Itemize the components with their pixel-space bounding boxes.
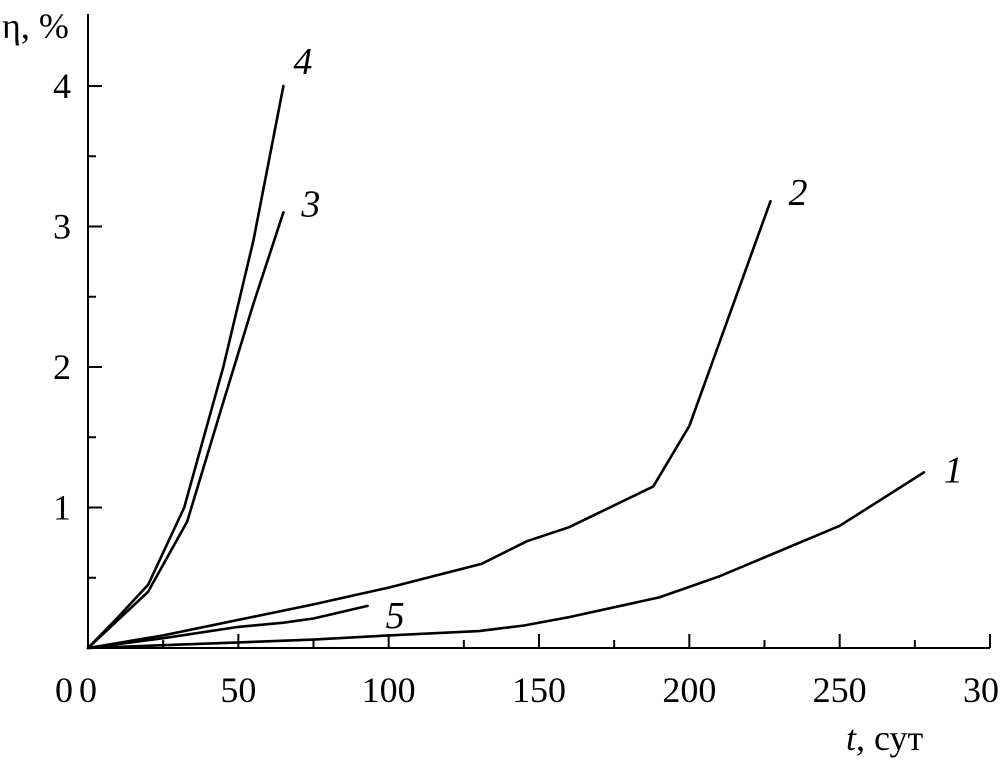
x-tick-label: 300	[963, 670, 1000, 710]
y-tick-label: 4	[53, 66, 71, 106]
series-group	[86, 84, 926, 650]
y-tick-label: 3	[53, 207, 71, 247]
y-axis-unit: , %	[21, 6, 69, 46]
series-label-4: 4	[293, 41, 312, 83]
y-tick-label: 1	[53, 488, 71, 528]
series-label-1: 1	[944, 449, 963, 491]
series-line-2	[86, 199, 772, 650]
x-tick-label: 0	[79, 670, 97, 710]
origin-label: 0	[55, 670, 73, 710]
y-ticks: 1 2 3 4	[53, 66, 102, 579]
x-axis-label: t, сут	[846, 718, 924, 758]
x-ticks: 0 50 100 150 200 250 300 0	[55, 634, 1000, 710]
series-line-4	[86, 84, 285, 650]
y-tick-label: 2	[53, 347, 71, 387]
series-label-3: 3	[300, 183, 320, 225]
x-tick-label: 100	[362, 670, 416, 710]
x-tick-label: 150	[512, 670, 566, 710]
series-line-1	[86, 471, 926, 650]
x-axis-variable: t	[846, 718, 857, 758]
series-labels: 1 2 3 4 5	[293, 41, 962, 637]
y-axis-label: η, %	[2, 6, 69, 46]
x-tick-label: 50	[220, 670, 256, 710]
series-label-5: 5	[386, 595, 405, 637]
x-tick-label: 250	[813, 670, 867, 710]
series-line-3	[86, 211, 285, 650]
x-axis-unit: , сут	[856, 718, 924, 758]
axes	[87, 14, 990, 649]
y-axis-variable: η	[2, 6, 21, 46]
series-line-5	[86, 604, 369, 650]
x-tick-label: 200	[662, 670, 716, 710]
series-label-2: 2	[789, 172, 808, 214]
